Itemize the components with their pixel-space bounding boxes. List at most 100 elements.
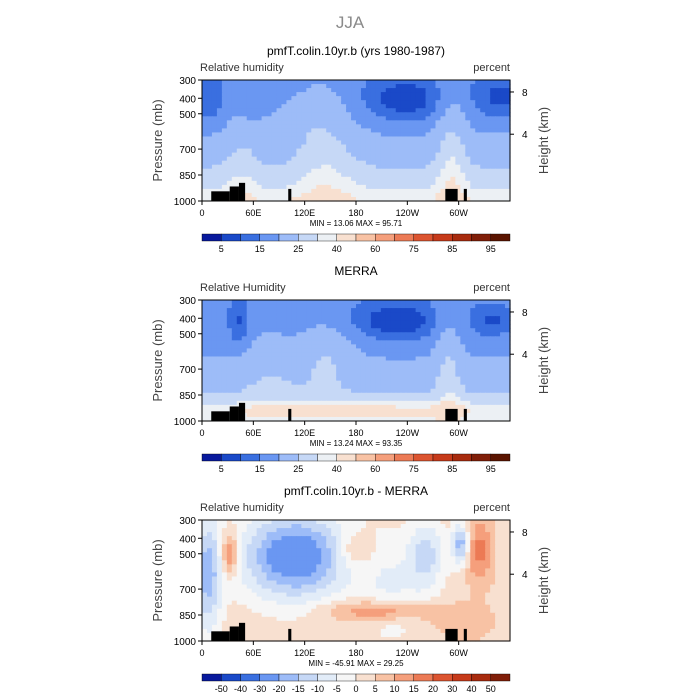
heatmap-cell [281, 404, 288, 410]
heatmap-cell [440, 548, 447, 553]
heatmap-cell [420, 168, 427, 174]
heatmap-cell [291, 352, 297, 358]
heatmap-cell [221, 116, 228, 121]
heatmap-cell [415, 392, 422, 398]
heatmap-cell [276, 392, 283, 398]
heatmap-cell [420, 576, 427, 582]
heatmap-cell [410, 384, 417, 390]
panel-title: pmfT.colin.10yr.b - MERRA [284, 484, 428, 498]
heatmap-cell [291, 192, 297, 198]
heatmap-cell [331, 580, 337, 586]
heatmap-cell [281, 160, 288, 166]
heatmap-cell [360, 116, 367, 121]
heatmap-cell [405, 308, 412, 313]
heatmap-cell [206, 368, 213, 374]
heatmap-cell [311, 404, 317, 410]
heatmap-cell [380, 324, 387, 329]
heatmap-cell [495, 568, 501, 574]
colorbar-swatch [490, 233, 511, 242]
heatmap-cell [256, 148, 263, 154]
heatmap-cell [351, 400, 357, 406]
heatmap-cell [460, 116, 466, 121]
heatmap-cell [380, 536, 387, 541]
heatmap-cell [390, 316, 397, 321]
heatmap-cell [321, 304, 327, 309]
x-tick-label: 0 [199, 208, 204, 218]
heatmap-cell [375, 564, 382, 569]
heatmap-cell [202, 160, 208, 166]
heatmap-cell [336, 160, 342, 166]
heatmap-cell [301, 96, 307, 101]
heatmap-cell [241, 96, 248, 101]
heatmap-cell [415, 564, 422, 569]
heatmap-cell [216, 152, 223, 158]
heatmap-cell [211, 100, 218, 105]
heatmap-cell [380, 564, 387, 569]
heatmap-cell [326, 564, 332, 569]
heatmap-cell [311, 80, 317, 85]
heatmap-cell [425, 184, 432, 190]
heatmap-cell [365, 400, 372, 406]
heatmap-cell [321, 300, 327, 305]
heatmap-cell [500, 576, 506, 582]
heatmap-cell [375, 304, 382, 309]
heatmap-cell [465, 140, 471, 146]
heatmap-cell [505, 84, 511, 89]
heatmap-cell [356, 100, 362, 105]
heatmap-cell [470, 384, 476, 390]
heatmap-cell [365, 528, 372, 533]
heatmap-cell [206, 164, 213, 170]
heatmap-cell [336, 536, 342, 541]
heatmap-cell [490, 584, 496, 590]
heatmap-cell [490, 80, 496, 85]
heatmap-cell [370, 408, 377, 414]
heatmap-cell [440, 540, 447, 545]
heatmap-cell [256, 308, 263, 313]
heatmap-cell [301, 92, 307, 97]
heatmap-cell [311, 400, 317, 406]
heatmap-cell [460, 388, 466, 394]
heatmap-cell [351, 372, 357, 378]
heatmap-cell [261, 592, 268, 598]
heatmap-cell [202, 332, 208, 337]
heatmap-cell [400, 560, 407, 565]
heatmap-cell [336, 524, 342, 529]
heatmap-cell [465, 84, 471, 89]
heatmap-cell [251, 560, 258, 565]
heatmap-cell [400, 404, 407, 410]
heatmap-cell [211, 400, 218, 406]
heatmap-cell [202, 404, 208, 410]
heatmap-cell [470, 404, 476, 410]
heatmap-cell [286, 372, 293, 378]
heatmap-cell [202, 568, 208, 574]
heatmap-cell [341, 396, 347, 402]
heatmap-cell [465, 100, 471, 105]
heatmap-cell [326, 348, 332, 354]
heatmap-cell [470, 184, 476, 190]
heatmap-cell [495, 576, 501, 582]
heatmap-cell [351, 584, 357, 590]
heatmap-cell [470, 92, 476, 97]
heatmap-cell [256, 388, 263, 394]
heatmap-cell [475, 136, 481, 142]
heatmap-cell [236, 380, 243, 386]
heatmap-cell [390, 96, 397, 101]
heatmap-cell [360, 80, 367, 85]
heatmap-cell [365, 156, 372, 162]
heatmap-cell [490, 96, 496, 101]
heatmap-cell [331, 92, 337, 97]
heatmap-cell [420, 568, 427, 574]
heatmap-cell [490, 384, 496, 390]
heatmap-cell [445, 536, 451, 541]
heatmap-cell [226, 100, 233, 105]
heatmap-cell [450, 356, 456, 362]
heatmap-cell [385, 568, 392, 574]
heatmap-cell [261, 536, 268, 541]
heatmap-cell [251, 584, 258, 590]
heatmap-cell [211, 584, 218, 590]
heatmap-cell [321, 120, 327, 125]
heatmap-cell [450, 144, 456, 150]
heatmap-cell [251, 128, 258, 134]
heatmap-cell [375, 300, 382, 305]
heatmap-cell [341, 80, 347, 85]
